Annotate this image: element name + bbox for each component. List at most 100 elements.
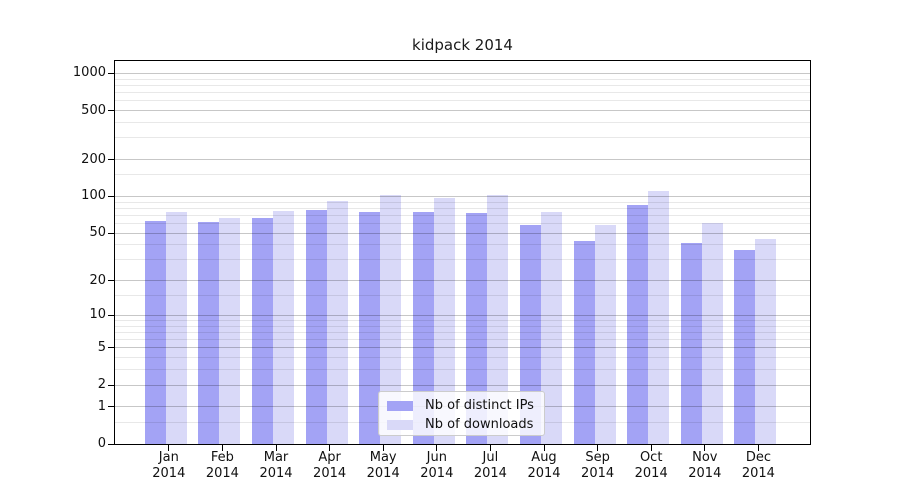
bar-nov-downloads <box>701 223 723 444</box>
bar-may-distinct-ips <box>359 212 381 444</box>
y-tick-50 <box>108 232 114 234</box>
y-tick-label-1: 1 <box>97 398 106 414</box>
legend-label-distinct-ips: Nb of distinct IPs <box>425 398 534 413</box>
x-tick-month: Oct <box>639 450 663 465</box>
x-tick-month: Sep <box>585 450 610 465</box>
x-tick-sep <box>597 444 599 451</box>
bar-mar-downloads <box>273 210 294 444</box>
x-tick-year: 2014 <box>581 466 615 481</box>
axis-layer: 0 1 2 5 10 20 50 100 200 500 1000 Jan 2014 Feb 2014 Mar… <box>73 61 810 481</box>
y-tick-500 <box>108 110 114 112</box>
x-tick-month: Nov <box>692 450 718 465</box>
x-tick-month: Aug <box>531 450 557 465</box>
bar-mar-distinct-ips <box>252 218 273 444</box>
x-tick-year: 2014 <box>741 466 775 481</box>
x-tick-year: 2014 <box>473 466 507 481</box>
y-tick-200 <box>108 159 114 160</box>
x-tick-label-dec: Dec 2014 <box>728 450 788 482</box>
y-tick-label-5: 5 <box>97 339 106 355</box>
x-tick-month: Jun <box>426 450 447 465</box>
bar-nov-distinct-ips <box>680 243 702 444</box>
y-tick-1000 <box>108 72 114 74</box>
bar-sep-downloads <box>594 225 616 444</box>
x-tick-jan <box>168 444 170 451</box>
legend-swatch-distinct-ips <box>387 400 413 411</box>
bar-aug-downloads <box>541 212 562 444</box>
x-tick-month: May <box>369 450 397 465</box>
bar-dec-distinct-ips <box>734 250 756 444</box>
legend-swatch-downloads <box>387 419 413 430</box>
x-tick-feb <box>221 444 223 451</box>
x-tick-apr <box>329 444 331 451</box>
y-tick-label-200: 200 <box>81 151 106 167</box>
x-tick-month: Jan <box>158 450 179 465</box>
x-tick-label-sep: Sep 2014 <box>568 450 628 482</box>
x-tick-label-oct: Oct 2014 <box>621 450 681 482</box>
x-tick-aug <box>543 444 545 451</box>
x-tick-label-mar: Mar 2014 <box>246 450 306 482</box>
x-tick-mar <box>275 444 277 451</box>
x-tick-dec <box>757 444 759 451</box>
y-tick-label-10: 10 <box>89 307 106 323</box>
x-tick-year: 2014 <box>366 466 400 481</box>
x-tick-month: Jul <box>482 450 499 465</box>
bar-may-downloads <box>380 195 402 444</box>
bar-jun-distinct-ips <box>412 212 434 444</box>
y-tick-label-20: 20 <box>89 272 106 288</box>
x-tick-year: 2014 <box>420 466 454 481</box>
x-tick-jul <box>489 444 491 451</box>
y-tick-10 <box>108 314 114 316</box>
legend-row-distinct-ips: Nb of distinct IPs <box>387 396 544 415</box>
x-tick-oct <box>650 444 652 451</box>
legend-label-downloads: Nb of downloads <box>425 417 534 432</box>
x-tick-month: Apr <box>318 450 341 465</box>
legend-row-downloads: Nb of downloads <box>387 415 544 434</box>
x-tick-month: Dec <box>745 450 771 465</box>
x-tick-label-aug: Aug 2014 <box>514 450 574 482</box>
x-tick-year: 2014 <box>688 466 722 481</box>
bar-feb-distinct-ips <box>198 221 220 444</box>
y-tick-100 <box>108 195 114 197</box>
x-tick-may <box>382 444 384 451</box>
x-tick-label-feb: Feb 2014 <box>192 450 252 482</box>
x-tick-year: 2014 <box>313 466 347 481</box>
x-tick-year: 2014 <box>259 466 293 481</box>
bar-jul-distinct-ips <box>466 213 488 444</box>
y-tick-label-50: 50 <box>89 225 106 241</box>
bar-jun-downloads <box>433 198 455 444</box>
plot-area: 0 1 2 5 10 20 50 100 200 500 1000 Jan 2014 Feb 2014 Mar… <box>73 60 811 481</box>
bar-jan-downloads <box>165 212 187 444</box>
y-tick-0 <box>108 443 114 445</box>
x-tick-label-jan: Jan 2014 <box>139 450 199 482</box>
y-tick-label-2: 2 <box>97 377 106 393</box>
x-tick-month: Feb <box>210 450 234 465</box>
x-tick-label-nov: Nov 2014 <box>675 450 735 482</box>
y-tick-label-0: 0 <box>97 436 106 451</box>
y-tick-1 <box>108 406 114 408</box>
bars-layer <box>115 61 810 444</box>
legend: Nb of distinct IPs Nb of downloads <box>378 391 545 436</box>
x-tick-label-jun: Jun 2014 <box>407 450 467 482</box>
y-tick-5 <box>108 347 114 349</box>
y-tick-2 <box>108 384 114 386</box>
x-tick-jun <box>436 444 438 451</box>
bar-dec-downloads <box>755 238 777 444</box>
x-tick-month: Mar <box>263 450 289 465</box>
x-tick-label-apr: Apr 2014 <box>300 450 360 482</box>
bar-apr-downloads <box>326 200 348 444</box>
x-tick-year: 2014 <box>634 466 668 481</box>
x-tick-nov <box>704 444 706 451</box>
bar-aug-distinct-ips <box>520 225 541 444</box>
y-tick-label-500: 500 <box>81 102 106 118</box>
chart-title: kidpack 2014 <box>412 36 513 54</box>
bar-oct-distinct-ips <box>627 205 649 444</box>
x-tick-year: 2014 <box>527 466 561 481</box>
y-tick-label-100: 100 <box>81 188 106 204</box>
bar-feb-downloads <box>219 217 241 444</box>
x-tick-year: 2014 <box>205 466 239 481</box>
x-tick-label-may: May 2014 <box>353 450 413 482</box>
bar-sep-distinct-ips <box>573 241 595 444</box>
x-tick-year: 2014 <box>152 466 186 481</box>
y-tick-label-1000: 1000 <box>72 65 106 81</box>
